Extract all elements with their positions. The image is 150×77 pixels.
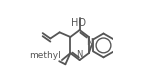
Text: N: N [86,38,92,47]
Text: HO: HO [71,18,86,28]
Text: N: N [76,50,83,59]
Text: methyl: methyl [29,51,61,60]
